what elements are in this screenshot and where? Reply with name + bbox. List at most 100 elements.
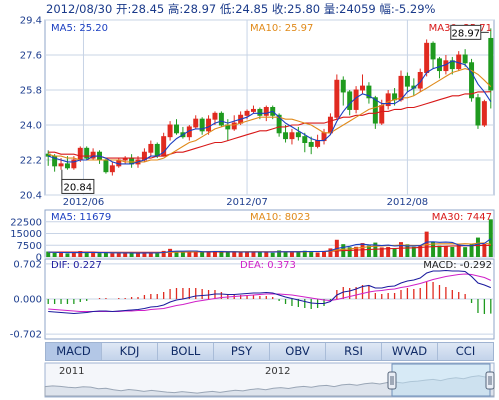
volume-bar [91, 252, 96, 257]
volume-bar [103, 252, 108, 257]
timeline-left-handle[interactable] [387, 371, 397, 390]
tab-rsi[interactable]: RSI [326, 343, 382, 360]
volume-bar [187, 251, 192, 257]
candle-body [340, 79, 346, 93]
volume-bar [373, 242, 378, 257]
volume-bar [174, 251, 179, 257]
macd-dif-label: DIF: 0.227 [51, 260, 102, 271]
candle-body [385, 93, 391, 107]
volume-bar [469, 243, 474, 257]
tab-boll[interactable]: BOLL [158, 343, 214, 360]
tab-obv[interactable]: OBV [270, 343, 326, 360]
volume-bar [386, 246, 391, 257]
price-ma10-label: MA10: 25.97 [250, 23, 313, 34]
candle-body [481, 101, 487, 126]
quote-header: 2012/08/30 开:28.45 高:28.97 低:24.85 收:25.… [46, 1, 435, 17]
candle-body [263, 107, 269, 116]
volume-bar [456, 244, 461, 257]
tab-macd[interactable]: MACD [46, 343, 102, 360]
quote-low: 低:24.85 [219, 2, 269, 16]
candle-body [167, 124, 173, 138]
volume-ma10-label: MA10: 8023 [250, 212, 310, 223]
volume-bar [379, 247, 384, 257]
candle-body [244, 110, 250, 116]
candle-body [58, 163, 64, 167]
tab-wvad[interactable]: WVAD [382, 343, 438, 360]
volume-bar [328, 248, 333, 257]
price-x-label: 2012/07 [226, 197, 268, 208]
volume-bar [482, 243, 487, 257]
candle-body [404, 75, 410, 87]
volume-bar [142, 252, 147, 257]
tab-cci[interactable]: CCI [455, 344, 476, 358]
candle-body [295, 132, 301, 138]
price-x-label: 2012/08 [387, 197, 429, 208]
volume-bar [97, 253, 102, 257]
quote-volume: 量:24059 [323, 2, 376, 16]
candle-body [103, 159, 109, 173]
candle-body [148, 143, 154, 153]
price-tick-label: 29.4 [20, 16, 42, 27]
candle-body [488, 37, 494, 91]
volume-ma30-label: MA30: 7447 [432, 212, 492, 223]
candle-body [250, 108, 256, 112]
candle-body [218, 112, 224, 126]
candle-body [206, 118, 212, 132]
candle-body [283, 132, 289, 140]
candle-body [109, 165, 115, 173]
price-tick-label: 24.0 [20, 121, 42, 132]
volume-bar [129, 252, 134, 257]
volume-bar [411, 246, 416, 257]
volume-bar [431, 241, 436, 257]
volume-bar [399, 242, 403, 257]
volume-bar [366, 245, 371, 257]
price-ma5-line [48, 60, 492, 165]
volume-bar [405, 244, 410, 257]
timeline-label-2011: 2011 [59, 366, 84, 377]
candle-body [334, 79, 340, 118]
candle-body [193, 118, 199, 128]
candle-body [372, 97, 378, 124]
volume-ma5-line [48, 238, 492, 254]
timeline-label-2012: 2012 [265, 366, 290, 377]
volume-bar [450, 246, 455, 257]
volume-bar [315, 252, 320, 257]
low-callout-box [61, 178, 95, 194]
volume-bar [238, 252, 243, 257]
volume-bar [488, 219, 493, 257]
candle-body [360, 85, 365, 91]
candle-body [212, 112, 218, 120]
tab-kdj[interactable]: KDJ [102, 343, 158, 360]
volume-bar [283, 251, 288, 257]
price-tick-label: 22.2 [20, 156, 42, 167]
timeline-right-handle[interactable] [485, 371, 495, 390]
indicator-tab-bar: MACD KDJ BOLL PSY OBV RSI WVAD CCI [45, 342, 494, 361]
volume-bar [347, 247, 352, 257]
macd-tick-label: 0.702 [13, 259, 42, 270]
price-ma30-line [48, 91, 491, 159]
candle-body [302, 136, 308, 144]
volume-bar [116, 252, 121, 257]
volume-bar [46, 251, 51, 257]
candle-body [257, 108, 263, 116]
price-tick-label: 27.6 [20, 51, 42, 62]
high-callout-label: 28.97 [451, 28, 480, 39]
volume-bar [245, 251, 250, 257]
candle-body [347, 91, 353, 110]
quote-close: 收:25.80 [271, 2, 321, 16]
candle-body [417, 72, 423, 89]
candle-body [436, 58, 442, 72]
candle-body [379, 105, 385, 124]
price-x-label: 2012/06 [63, 197, 105, 208]
volume-bar [193, 250, 198, 257]
volume-bar [463, 247, 468, 257]
volume-bar [418, 245, 423, 257]
volume-bar [59, 252, 64, 257]
candle-body [174, 124, 179, 134]
volume-bar [232, 252, 237, 257]
price-tick-label: 20.4 [20, 191, 42, 202]
tab-psy[interactable]: PSY [214, 343, 270, 360]
candle-body [276, 114, 282, 134]
macd-tick-label: 0.000 [13, 295, 42, 306]
